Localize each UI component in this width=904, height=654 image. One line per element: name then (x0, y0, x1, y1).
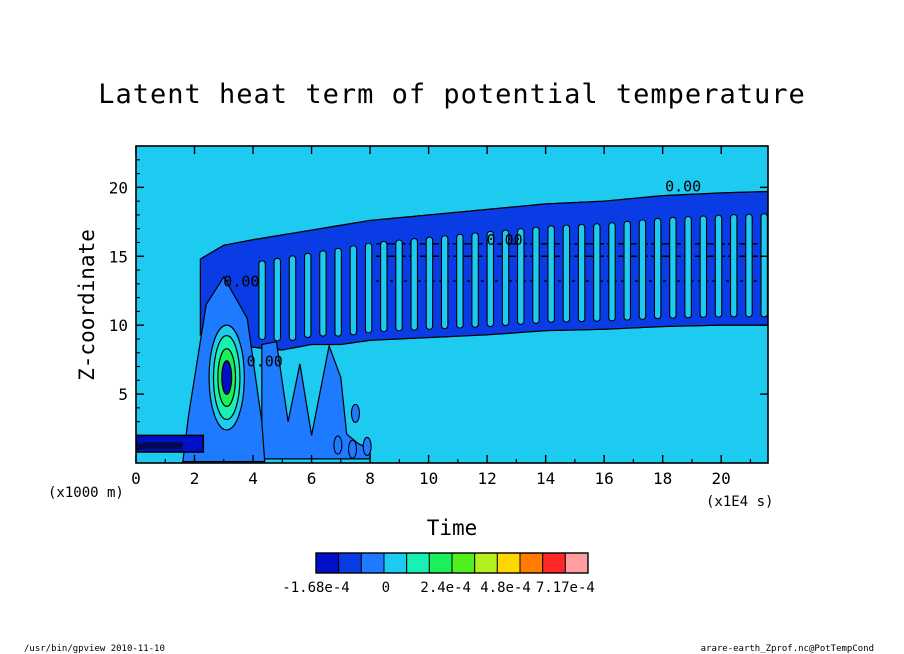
plume-stripe (593, 223, 601, 322)
colorbar-label: 7.17e-4 (536, 580, 595, 596)
footer-left: /usr/bin/gpview 2010-11-10 (24, 644, 165, 654)
contour-label: 0.00 (247, 353, 283, 371)
plume-stripe (562, 224, 571, 323)
plume-stripe (334, 247, 342, 337)
colorbar-swatch (338, 552, 362, 574)
plume-stripe (471, 232, 479, 328)
plume-stripe (729, 214, 738, 318)
plume-stripe (349, 245, 358, 336)
plume-stripe (456, 233, 464, 329)
colorbar-swatch (360, 552, 385, 574)
y-axis: 5 10 15 20 (109, 159, 768, 450)
y-tick-label: 15 (109, 247, 128, 266)
plume-stripe (440, 235, 449, 330)
chart-title: Latent heat term of potential temperatur… (98, 79, 805, 110)
plume-stripe (532, 226, 540, 324)
core-contour-ring (221, 360, 233, 395)
x-tick-label: 14 (536, 469, 555, 488)
plume-stripe (653, 217, 662, 320)
contour-label: 0.00 (223, 273, 259, 291)
contour-label: 0.00 (487, 231, 523, 249)
x-tick-label: 16 (595, 469, 614, 488)
plume-stripe (486, 230, 495, 328)
colorbar-swatch (406, 552, 430, 574)
plume-stripe (288, 255, 297, 341)
colorbar-swatch (564, 552, 589, 574)
plume-stripe (273, 257, 282, 342)
plot-area: 0.00 0.00 0.00 0.00 (135, 145, 769, 464)
x-tick-label: 8 (365, 469, 375, 488)
y-tick-label: 20 (109, 178, 128, 197)
plume-stripe (364, 242, 373, 334)
contour-field: 0.00 0.00 0.00 0.00 (136, 177, 768, 463)
plume-stripe (303, 252, 312, 339)
x-tick-label: 2 (190, 469, 200, 488)
x-axis: 0 2 4 6 8 10 12 14 16 18 20 (131, 146, 752, 488)
y-axis-label: Z-coordinate (75, 229, 99, 381)
small-cell (350, 403, 360, 423)
colorbar-swatch (496, 552, 521, 574)
plume-stripe (319, 250, 327, 337)
colorbar-swatch (542, 552, 566, 574)
colorbar: -1.68e-4 0 2.4e-4 4.8e-4 7.17e-4 (282, 552, 595, 596)
colorbar-frame (315, 552, 589, 574)
x-tick-label: 18 (653, 469, 672, 488)
small-cell (347, 439, 358, 459)
x-unit-label: (x1E4 s) (706, 494, 773, 510)
plume-stripe (410, 238, 418, 331)
y-unit-label: (x1000 m) (48, 485, 124, 501)
plume-stripe (258, 260, 266, 341)
colorbar-swatch (383, 552, 408, 574)
x-tick-label: 12 (477, 469, 496, 488)
x-tick-label: 20 (712, 469, 731, 488)
x-tick-label: 6 (307, 469, 317, 488)
plume-stripe (395, 239, 403, 332)
colorbar-swatch (315, 552, 340, 574)
plot-frame (135, 145, 769, 464)
x-tick-label: 0 (131, 469, 141, 488)
plume-stripe (714, 214, 723, 318)
plume-stripe (623, 220, 631, 321)
contour-label: 0.00 (665, 177, 701, 195)
y-tick-label: 5 (118, 385, 128, 404)
x-tick-label: 10 (419, 469, 438, 488)
footer-right: arare-earth_Zprof.nc@PotTempCond (701, 644, 874, 654)
colorbar-swatch (474, 552, 498, 574)
colorbar-swatch (451, 552, 476, 574)
plume-stripe (638, 219, 647, 320)
colorbar-label: 4.8e-4 (480, 580, 531, 596)
plume-stripe (425, 236, 434, 330)
plume-stripe (380, 240, 388, 333)
plume-stripe (608, 222, 616, 322)
plume-stripe (547, 225, 555, 323)
x-tick-label: 4 (248, 469, 258, 488)
y-tick-label: 10 (109, 316, 128, 335)
plume-stripe (745, 213, 753, 318)
plume-stripe (669, 216, 677, 319)
plume-stripe (684, 216, 692, 319)
plume-stripe (699, 215, 708, 318)
plume-stripe (577, 223, 586, 323)
plume-stripe (760, 213, 768, 318)
colorbar-swatch (519, 552, 544, 574)
plume-stripe (516, 228, 525, 325)
colorbar-swatch (428, 552, 453, 574)
small-cell (333, 435, 343, 455)
small-cell (362, 436, 372, 457)
colorbar-label: 2.4e-4 (420, 580, 471, 596)
plume-stripe (501, 229, 510, 327)
x-axis-label: Time (427, 516, 478, 540)
colorbar-label: 0 (382, 580, 390, 596)
colorbar-label: -1.68e-4 (282, 580, 349, 596)
low-level-core (136, 442, 183, 450)
